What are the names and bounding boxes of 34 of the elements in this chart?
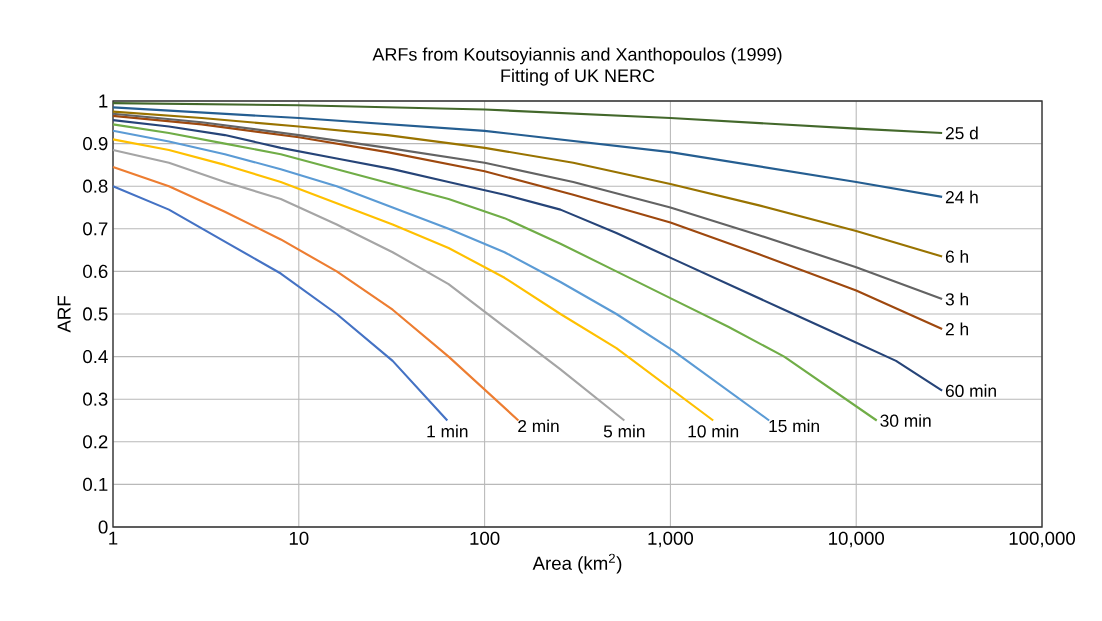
y-tick-label: 1 [99, 94, 108, 108]
y-tick-label: 0.6 [83, 264, 108, 279]
x-tick-label: 10,000 [829, 531, 885, 548]
series-label: 2 min [518, 419, 559, 432]
x-tick-label: 1 [109, 531, 118, 545]
y-tick-label: 0.5 [83, 307, 108, 321]
x-tick-label: 1,000 [648, 531, 694, 548]
y-axis-title: ARF [57, 296, 71, 333]
series-label: 10 min [688, 424, 739, 438]
series-label: 60 min [945, 384, 996, 398]
chart-subtitle: Fitting of UK NERC [501, 68, 655, 86]
x-axis-title: Area (km$^{2}$) [532, 553, 622, 574]
line-series [111, 185, 449, 422]
y-tick-label: 0.4 [83, 349, 108, 364]
series-label: 2 h [945, 322, 969, 336]
y-tick-label: 0.3 [83, 392, 108, 406]
series-label: 5 min [603, 424, 645, 438]
x-tick-label: 100 [470, 531, 500, 545]
series-label: 1 min [427, 424, 468, 438]
x-tick-label: 100,000 [1009, 531, 1076, 548]
series-label: 30 min [880, 414, 931, 427]
y-tick-label: 0.7 [83, 222, 108, 236]
y-tick-label: 0.1 [83, 477, 108, 492]
chart-title: ARFs from Koutsoyiannis and Xanthopoulos (1999) [372, 47, 782, 65]
y-tick-label: 0.2 [83, 435, 108, 449]
series-label: 24 h [945, 190, 978, 204]
y-tick-label: 0 [98, 520, 108, 534]
y-tick-label: 0.8 [83, 179, 108, 193]
y-tick-label: 0.9 [83, 136, 108, 151]
series-label: 25 d [945, 126, 978, 140]
series-label: 6 h [945, 250, 969, 263]
x-tick-label: 10 [289, 531, 309, 545]
series-label: 3 h [945, 292, 969, 306]
series-label: 15 min [769, 419, 819, 433]
